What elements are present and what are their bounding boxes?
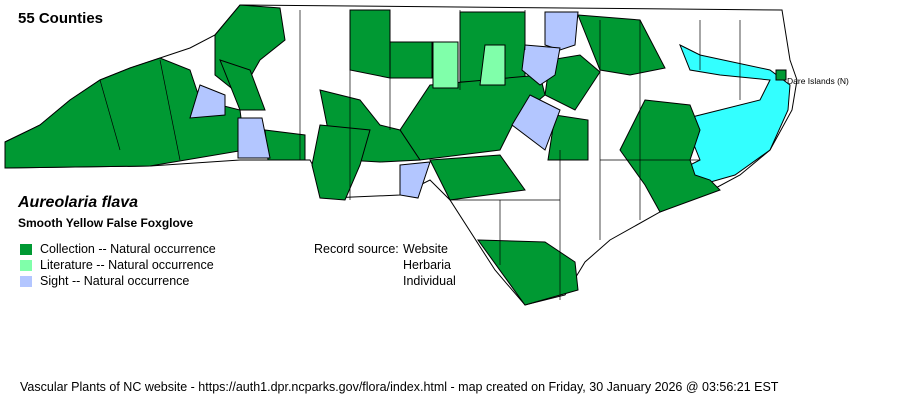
scientific-name: Aureolaria flava <box>18 194 139 211</box>
legend-sight: Sight -- Natural occurrence <box>20 274 189 288</box>
county-count: 55 Counties <box>18 10 104 27</box>
record-source-label: Record source: <box>314 242 399 256</box>
county-sight-2 <box>521 44 561 86</box>
footer-credit: Vascular Plants of NC website - https://… <box>20 380 779 394</box>
county-collection-7 <box>544 54 601 111</box>
county-sight-5 <box>511 94 561 151</box>
legend-label: Literature -- Natural occurrence <box>40 258 214 272</box>
county-collection-12 <box>429 154 526 201</box>
legend-label: Sight -- Natural occurrence <box>40 274 190 288</box>
record-source-herbaria: Herbaria <box>403 258 451 272</box>
county-collection-13 <box>547 114 589 161</box>
legend-swatch-literature <box>20 259 32 271</box>
common-name: Smooth Yellow False Foxglove <box>18 216 194 230</box>
legend-swatch-sight <box>20 275 32 287</box>
county-sight-4 <box>237 117 271 159</box>
county-collection-14 <box>619 99 721 213</box>
county-sight-3 <box>189 84 226 119</box>
county-sight-1 <box>544 11 579 51</box>
county-literature-1 <box>432 41 459 89</box>
dare-islands-label: Dare Islands (N) <box>787 76 849 86</box>
county-collection-4 <box>389 41 433 79</box>
legend-literature: Literature -- Natural occurrence <box>20 258 214 272</box>
legend-swatch-collection <box>20 243 32 255</box>
county-collection-11 <box>264 129 306 161</box>
legend-label: Collection -- Natural occurrence <box>40 242 216 256</box>
county-border <box>159 59 181 161</box>
county-border <box>99 79 121 151</box>
legend-collection: Collection -- Natural occurrence <box>20 242 216 256</box>
county-collection-16 <box>219 59 266 111</box>
dare-islands-marker <box>775 69 787 81</box>
county-collection-10 <box>311 124 371 201</box>
county-sight-6 <box>399 161 431 199</box>
record-source-website: Website <box>403 242 448 256</box>
record-source-individual: Individual <box>403 274 456 288</box>
county-collection-3 <box>349 9 391 79</box>
county-literature-2 <box>479 44 506 86</box>
county-collection-15 <box>476 239 579 306</box>
